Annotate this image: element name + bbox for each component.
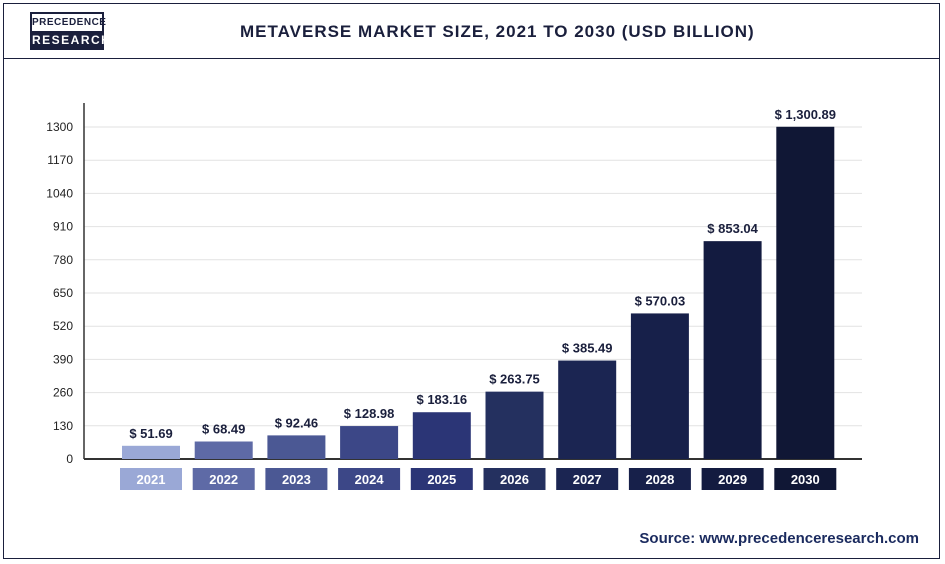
- category-box-2027: [556, 468, 619, 490]
- bar-2021: [122, 445, 180, 459]
- value-label-2024: $ 128.98: [344, 406, 395, 421]
- category-labels: 2021 2022 2023 2024 2025 2026 2027 2028 2029 2030: [120, 468, 837, 490]
- bars: [122, 126, 835, 459]
- value-label-2029: $ 853.04: [707, 221, 758, 236]
- y-tick-label: 130: [53, 419, 73, 433]
- bar-2025: [412, 412, 471, 459]
- category-label-2028: 2028: [645, 472, 674, 487]
- y-tick-label: 1300: [46, 120, 73, 134]
- bar-2028: [630, 313, 689, 459]
- value-label-2026: $ 263.75: [489, 372, 540, 387]
- category-label-2025: 2025: [427, 472, 456, 487]
- value-label-2022: $ 68.49: [202, 422, 245, 437]
- precedence-research-logo: PRECEDENCE RESEARCH: [30, 12, 112, 50]
- value-label-2027: $ 385.49: [562, 341, 613, 356]
- y-tick-label: 1170: [47, 153, 73, 167]
- category-label-2030: 2030: [791, 472, 820, 487]
- logo-line-1: PRECEDENCE: [32, 17, 107, 28]
- bar-2023: [267, 435, 326, 459]
- category-label-2026: 2026: [500, 472, 529, 487]
- bar-2022: [194, 441, 253, 459]
- bar-2027: [558, 360, 617, 459]
- category-label-2029: 2029: [718, 472, 747, 487]
- category-box-2029: [701, 468, 764, 490]
- chart-title: METAVERSE MARKET SIZE, 2021 TO 2030 (USD…: [240, 22, 755, 41]
- category-label-2027: 2027: [573, 472, 602, 487]
- y-tick-label: 650: [53, 286, 73, 300]
- y-tick-label: 390: [53, 352, 73, 366]
- category-label-2021: 2021: [137, 472, 166, 487]
- category-box-2030: [774, 468, 837, 490]
- value-label-2021: $ 51.69: [129, 426, 172, 441]
- y-tick-label: 1040: [46, 186, 73, 200]
- category-box-2023: [265, 468, 328, 490]
- category-box-2024: [338, 468, 401, 490]
- y-tick-label: 910: [53, 220, 73, 234]
- value-label-2028: $ 570.03: [635, 293, 686, 308]
- header-divider: [3, 58, 940, 59]
- value-label-2025: $ 183.16: [416, 392, 467, 407]
- source-caption: Source: www.precedenceresearch.com: [639, 530, 919, 547]
- y-tick-label: 0: [66, 452, 73, 466]
- value-labels: $ 51.69 $ 68.49 $ 92.46 $ 128.98 $ 183.16 $ 2…: [129, 107, 836, 441]
- y-tick-label: 520: [53, 319, 73, 333]
- category-box-2025: [410, 468, 473, 490]
- category-box-2026: [483, 468, 546, 490]
- category-box-2022: [192, 468, 255, 490]
- category-label-2023: 2023: [282, 472, 311, 487]
- bar-2029: [703, 241, 762, 459]
- value-label-2030: $ 1,300.89: [775, 107, 836, 122]
- value-label-2023: $ 92.46: [275, 415, 318, 430]
- bar-2026: [485, 391, 544, 459]
- category-label-2022: 2022: [209, 472, 238, 487]
- chart-frame: [3, 3, 940, 559]
- y-tick-label: 260: [53, 386, 73, 400]
- category-box-2028: [628, 468, 691, 490]
- logo-line-2: RESEARCH: [32, 31, 112, 48]
- category-label-2024: 2024: [355, 472, 385, 487]
- y-tick-label: 780: [53, 253, 73, 267]
- category-box-2021: [120, 468, 182, 490]
- bar-2024: [340, 426, 399, 459]
- bar-2030: [776, 126, 835, 459]
